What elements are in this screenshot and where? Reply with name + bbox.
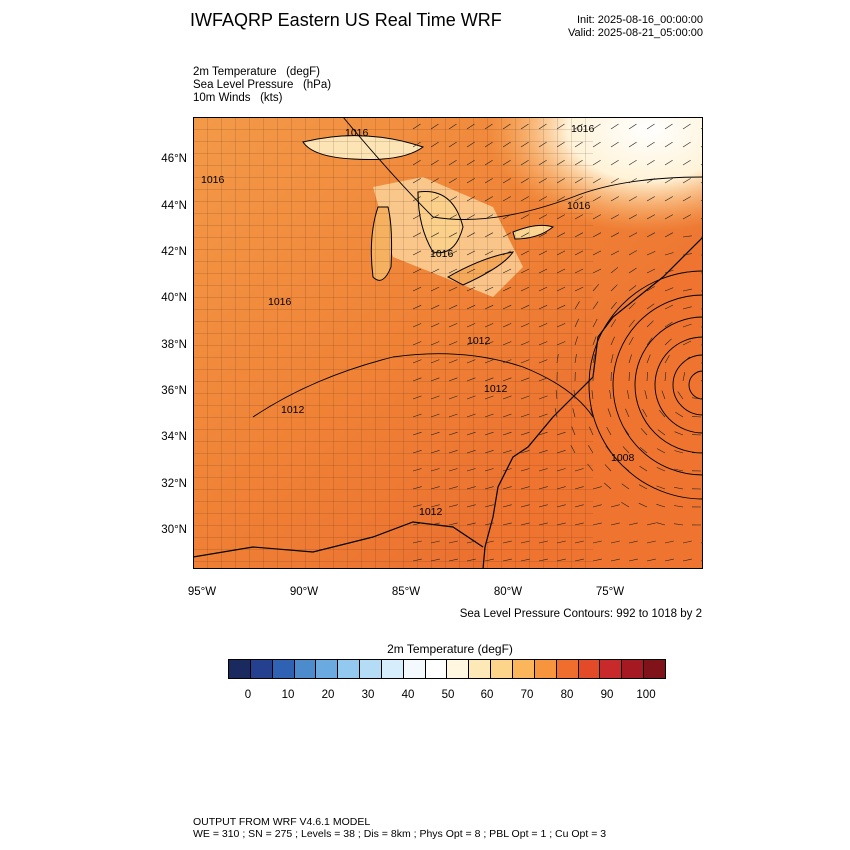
colorbar-swatch: [622, 660, 645, 678]
colorbar-tick-label: 60: [480, 689, 494, 701]
isobar-label: 1016: [345, 127, 369, 139]
lat-label: 34°N: [161, 431, 187, 443]
colorbar-swatch: [250, 660, 273, 678]
colorbar-swatch: [229, 660, 251, 678]
colorbar-swatch: [403, 660, 426, 678]
isobar-1016: [342, 117, 703, 220]
colorbar-swatch: [294, 660, 317, 678]
colorbar-tick-label: 20: [321, 689, 335, 701]
field-pressure: Sea Level Pressure (hPa): [193, 79, 332, 91]
coastline: [482, 236, 703, 569]
lon-label: 90°W: [289, 586, 319, 598]
lon-label: 85°W: [391, 586, 421, 598]
colorbar-swatch: [600, 660, 623, 678]
lat-label: 40°N: [161, 292, 187, 304]
isobar-label: 1016: [571, 123, 595, 135]
lat-label: 44°N: [161, 200, 187, 212]
colorbar-tick-label: 0: [244, 689, 252, 701]
colorbar-swatch: [360, 660, 382, 678]
field-temperature: 2m Temperature (degF): [193, 66, 320, 78]
isobar-label: 1016: [567, 200, 591, 212]
county-grid: [193, 117, 593, 569]
isobar-label: 1016: [430, 248, 454, 260]
isobar-label: 1012: [419, 506, 443, 518]
footer-config-line: WE = 310 ; SN = 275 ; Levels = 38 ; Dis …: [193, 828, 607, 840]
wind-barbs: [412, 123, 703, 562]
colorbar-tick-label: 90: [600, 689, 614, 701]
colorbar-swatch: [447, 660, 470, 678]
footer-model-line: OUTPUT FROM WRF V4.6.1 MODEL: [193, 816, 371, 828]
init-time: Init: 2025-08-16_00:00:00: [577, 14, 703, 26]
contour-note: Sea Level Pressure Contours: 992 to 1018…: [459, 608, 702, 620]
isobar-label: 1012: [467, 335, 491, 347]
cyclone-isobars: [588, 270, 703, 500]
colorbar-swatch: [316, 660, 339, 678]
lon-label: 75°W: [595, 586, 625, 598]
colorbar-tick-label: 100: [636, 689, 656, 701]
colorbar-swatch: [381, 660, 404, 678]
isobar-label: 1016: [201, 174, 225, 186]
isobar-1012: [252, 353, 594, 418]
colorbar-tick-label: 80: [560, 689, 574, 701]
model-footer: OUTPUT FROM WRF V4.6.1 MODEL WE = 310 ; …: [193, 816, 606, 840]
colorbar-swatch: [491, 660, 513, 678]
colorbar-tick-label: 70: [520, 689, 534, 701]
isobar-label: 1016: [268, 296, 292, 308]
init-valid-block: Init: 2025-08-16_00:00:00 Valid: 2025-08…: [540, 14, 703, 40]
lat-label: 38°N: [161, 339, 187, 351]
gulf-coast: [193, 521, 484, 558]
field-list: 2m Temperature (degF) Sea Level Pressure…: [193, 66, 331, 105]
colorbar-swatch: [338, 660, 361, 678]
lon-label: 80°W: [493, 586, 523, 598]
colorbar-swatch: [512, 660, 535, 678]
colorbar-swatch: [469, 660, 492, 678]
colorbar-swatch: [556, 660, 579, 678]
colorbar-tick-label: 40: [401, 689, 415, 701]
colorbar-swatch: [425, 660, 448, 678]
lat-label: 42°N: [161, 246, 187, 258]
isobar-label: 1012: [484, 383, 508, 395]
colorbar-tick-label: 50: [441, 689, 455, 701]
lat-label: 46°N: [161, 153, 187, 165]
lat-label: 32°N: [161, 478, 187, 490]
lat-label: 36°N: [161, 385, 187, 397]
field-winds: 10m Winds (kts): [193, 92, 283, 104]
colorbar-title: 2m Temperature (degF): [387, 642, 513, 656]
map-panel: 1016 1016 1016 1016 1016 1016 1012 1012 …: [193, 117, 703, 569]
isobar-label: 1008: [611, 452, 635, 464]
colorbar-swatch: [272, 660, 295, 678]
colorbar-swatch: [644, 660, 665, 678]
colorbar-swatch: [578, 660, 601, 678]
lat-label: 30°N: [161, 524, 187, 536]
lon-label: 95°W: [187, 586, 217, 598]
colorbar-tick-label: 30: [361, 689, 375, 701]
colorbar-tick-label: 10: [281, 689, 295, 701]
colorbar: [228, 659, 666, 679]
colorbar-swatch: [534, 660, 557, 678]
isobar-label: 1012: [281, 404, 305, 416]
valid-time: Valid: 2025-08-21_05:00:00: [568, 27, 703, 39]
plot-title: IWFAQRP Eastern US Real Time WRF: [190, 10, 502, 30]
